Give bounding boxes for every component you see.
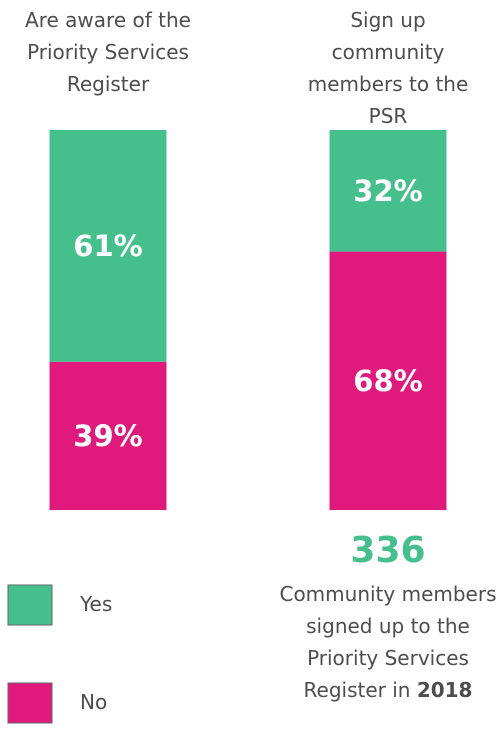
data-label: 32%: [353, 174, 422, 208]
legend-label: Yes: [80, 592, 113, 616]
bar-segment: [49, 361, 167, 510]
legend-swatch: [7, 682, 53, 724]
bar-segment: [49, 130, 167, 362]
category-label: Sign up community members to the PSR: [307, 8, 469, 128]
annotation-year: 2018: [416, 678, 473, 702]
data-label: 39%: [73, 419, 142, 453]
legend-label: No: [80, 690, 108, 714]
bar-segment: [329, 251, 447, 510]
data-label: 61%: [73, 229, 142, 263]
category-label: Are aware of the Priority Services Regis…: [25, 8, 191, 96]
annotation-body: Community members signed up to the Prior…: [279, 582, 497, 702]
bar-segment: [329, 130, 447, 252]
data-label: 68%: [353, 364, 422, 398]
legend-swatch: [7, 584, 53, 626]
annotation-text: Community members signed up to the Prior…: [278, 578, 498, 706]
annotation-number: 336: [350, 530, 426, 571]
